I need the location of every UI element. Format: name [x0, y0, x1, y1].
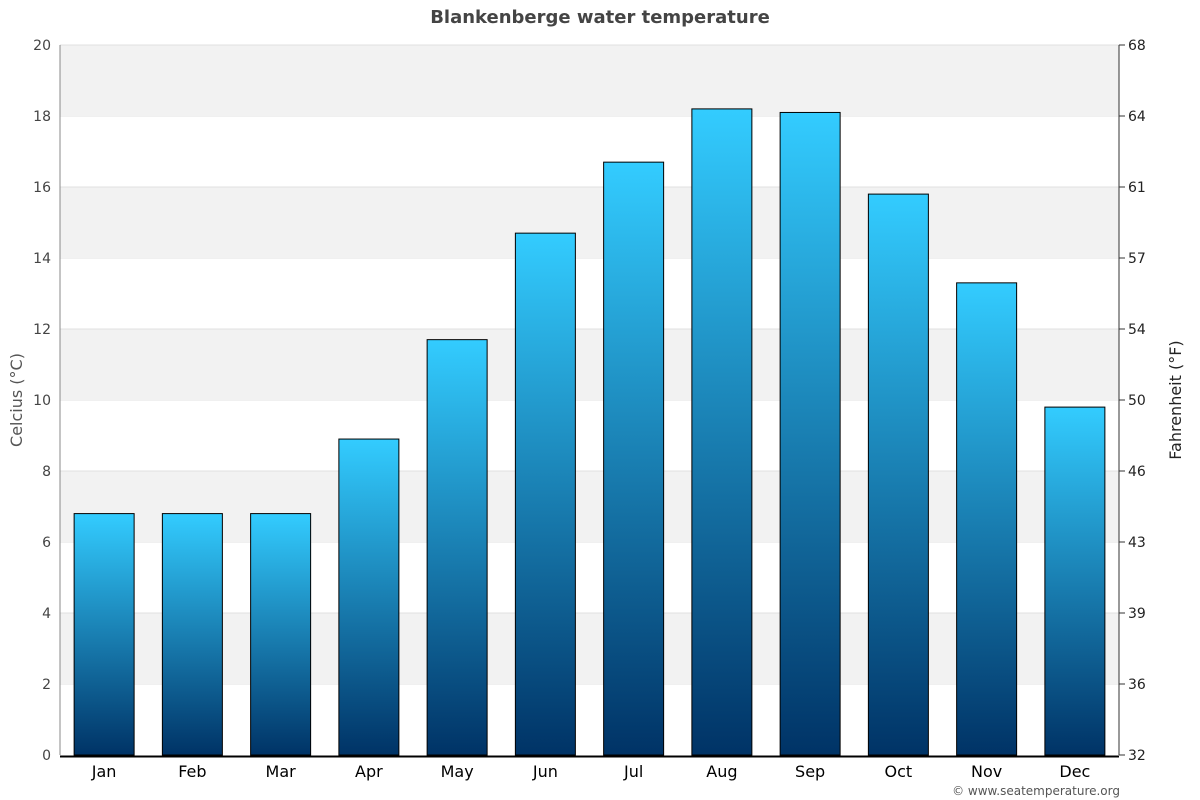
grid-band	[60, 471, 1119, 542]
bar-aug	[691, 108, 753, 756]
grid-band	[60, 187, 1119, 258]
x-tick-label: Oct	[885, 762, 913, 781]
bar-mar	[250, 513, 312, 756]
x-tick-label: Sep	[795, 762, 825, 781]
bar-oct	[867, 193, 929, 756]
grid-band	[60, 45, 1119, 116]
y-tick-label: 10	[33, 393, 51, 409]
x-tick-label: Apr	[355, 762, 383, 781]
bar-jun	[514, 232, 576, 756]
y-right-tick-label: 68	[1128, 38, 1146, 54]
x-tick-label: Mar	[266, 762, 297, 781]
y-tick-label: 6	[42, 535, 51, 551]
x-tick-label: May	[441, 762, 474, 781]
x-tick-label: Jun	[532, 762, 558, 781]
bar-jul	[603, 161, 665, 756]
bar-sep	[779, 111, 841, 756]
y-right-tick-label: 54	[1128, 322, 1146, 338]
x-tick-label: Feb	[178, 762, 206, 781]
credit-text: © www.seatemperature.org	[952, 784, 1120, 798]
x-tick-label: Aug	[706, 762, 737, 781]
x-tick-label: Jan	[91, 762, 117, 781]
y-right-tick-label: 64	[1128, 109, 1146, 125]
y-right-tick-label: 32	[1128, 748, 1146, 764]
y-right-tick-label: 50	[1128, 393, 1146, 409]
y-tick-label: 0	[42, 748, 51, 764]
grid-band	[60, 329, 1119, 400]
chart-title: Blankenberge water temperature	[430, 7, 770, 28]
y-right-tick-label: 57	[1128, 251, 1146, 267]
y-tick-label: 8	[42, 464, 51, 480]
y-right-tick-label: 39	[1128, 606, 1146, 622]
x-tick-label: Dec	[1059, 762, 1090, 781]
y-right-tick-label: 36	[1128, 677, 1146, 693]
y-tick-label: 14	[33, 251, 51, 267]
x-tick-label: Jul	[623, 762, 643, 781]
y-axis-right-label: Fahrenheit (°F)	[1166, 340, 1185, 459]
bar-feb	[161, 513, 223, 756]
bar-dec	[1044, 406, 1106, 756]
y-axis-label: Celcius (°C)	[7, 353, 26, 447]
y-tick-label: 2	[42, 677, 51, 693]
y-tick-label: 20	[33, 38, 51, 54]
bar-apr	[338, 438, 400, 756]
y-right-tick-label: 43	[1128, 535, 1146, 551]
y-tick-label: 4	[42, 606, 51, 622]
y-tick-label: 18	[33, 109, 51, 125]
y-right-tick-label: 46	[1128, 464, 1146, 480]
bar-jan	[73, 513, 135, 756]
x-tick-label: Nov	[971, 762, 1002, 781]
bar-may	[426, 339, 488, 756]
y-right-tick-label: 61	[1128, 180, 1146, 196]
y-tick-label: 12	[33, 322, 51, 338]
y-tick-label: 16	[33, 180, 51, 196]
bar-nov	[956, 282, 1018, 756]
grid-band	[60, 613, 1119, 684]
